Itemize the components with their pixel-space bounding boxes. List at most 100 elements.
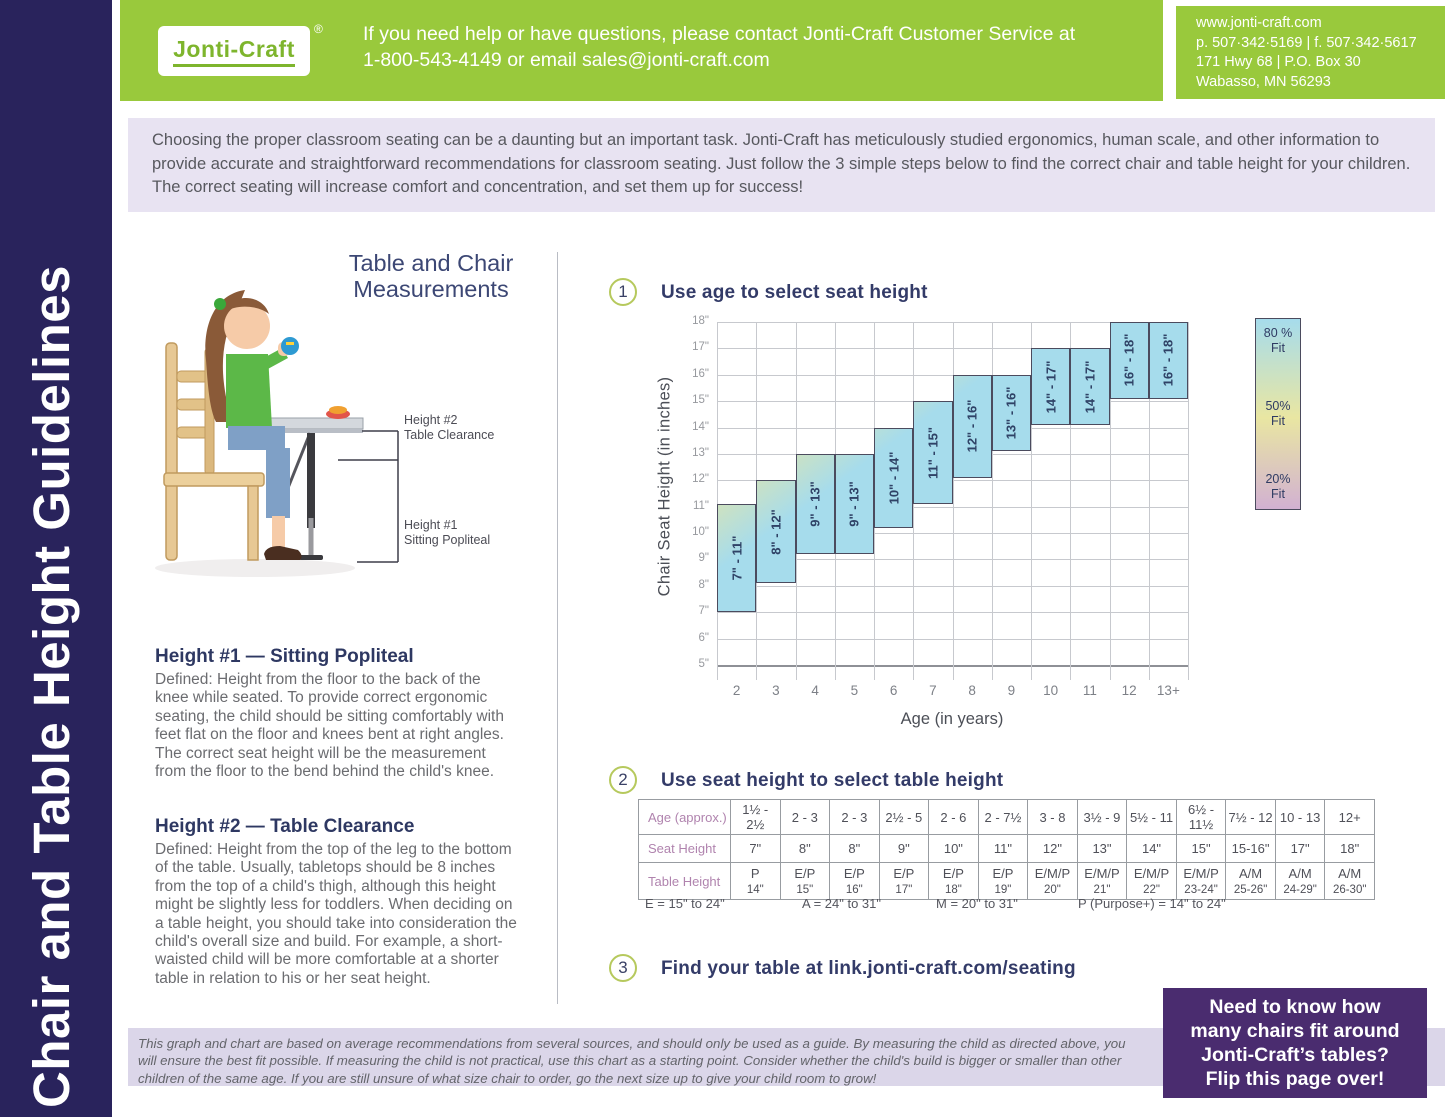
x-tick-label: 4 bbox=[811, 683, 819, 698]
fit-legend: 80 % Fit 50% Fit 20% Fit bbox=[1255, 318, 1301, 510]
legend-item: 80 % Fit bbox=[1263, 326, 1293, 355]
table-cell: 2 - 3 bbox=[779, 799, 831, 835]
row-label: Seat Height bbox=[638, 834, 731, 863]
table-cell: 8" bbox=[829, 834, 880, 863]
help-line-1: If you need help or have questions, plea… bbox=[363, 23, 1076, 45]
table-cell: 5½ - 11 bbox=[1126, 799, 1177, 835]
table-cell: E/M/P 20" bbox=[1027, 862, 1078, 900]
y-tick-label: 10" bbox=[692, 526, 709, 539]
step3-heading: Find your table at link.jonti-craft.com/… bbox=[661, 958, 1076, 979]
y-tick-label: 9" bbox=[698, 552, 709, 565]
gridline bbox=[717, 322, 718, 680]
phone-fax-text: p. 507·342·5169 | f. 507·342·5617 bbox=[1196, 34, 1417, 51]
table-cell: E/P 18" bbox=[928, 862, 979, 900]
footnote: M = 20" to 31" bbox=[936, 896, 1018, 911]
range-label: 12" - 16" bbox=[964, 399, 980, 453]
table-cell: 18" bbox=[1324, 834, 1375, 863]
table-cell: 1½ - 2½ bbox=[730, 799, 781, 835]
range-label: 16" - 18" bbox=[1121, 333, 1137, 387]
address-line-2: Wabasso, MN 56293 bbox=[1196, 73, 1331, 90]
contact-info-box: www.jonti-craft.com p. 507·342·5169 | f.… bbox=[1176, 6, 1445, 99]
gridline bbox=[1148, 322, 1150, 680]
annotation-sitting-popliteal: Height #1 Sitting Popliteal bbox=[404, 518, 491, 547]
table-cell: A/M 25-26" bbox=[1225, 862, 1276, 900]
table-cell: 2 - 7½ bbox=[977, 799, 1029, 835]
table-cell: 12" bbox=[1027, 834, 1078, 863]
table-cell: 10" bbox=[928, 834, 979, 863]
step2-badge: 2 bbox=[609, 766, 637, 794]
column-divider bbox=[557, 252, 558, 1004]
height2-heading: Height #2 — Table Clearance bbox=[155, 816, 415, 837]
range-label: 11" - 15" bbox=[925, 426, 941, 479]
gridline bbox=[1031, 322, 1032, 680]
seat-height-range-age-7: 11" - 15" bbox=[913, 401, 953, 505]
table-cell: 12+ bbox=[1324, 799, 1375, 835]
table-cell: E/M/P 21" bbox=[1076, 862, 1128, 900]
disclaimer-text: This graph and chart are based on averag… bbox=[138, 1036, 1126, 1086]
x-tick-label: 13+ bbox=[1156, 683, 1180, 698]
x-tick-label: 3 bbox=[772, 683, 780, 698]
range-label: 14" - 17" bbox=[1043, 360, 1059, 414]
table-cell: E/P 19" bbox=[977, 862, 1029, 900]
gridline bbox=[1188, 322, 1189, 680]
seat-height-range-age-4: 9" - 13" bbox=[795, 453, 835, 555]
table-cell: A/M 26-30" bbox=[1324, 862, 1375, 900]
table-cell: P 14" bbox=[730, 862, 781, 900]
customer-service-text: If you need help or have questions, plea… bbox=[363, 21, 1075, 73]
table-cell: 2 - 3 bbox=[829, 799, 880, 835]
y-tick-label: 16" bbox=[692, 367, 709, 380]
x-tick-label: 2 bbox=[732, 683, 741, 698]
height1-heading: Height #1 — Sitting Popliteal bbox=[155, 646, 414, 667]
legend-item: 20% Fit bbox=[1265, 472, 1291, 501]
child-at-table-photo bbox=[150, 268, 365, 598]
x-tick-label: 5 bbox=[850, 683, 859, 698]
address-line-1: 171 Hwy 68 | P.O. Box 30 bbox=[1196, 54, 1361, 70]
gridline bbox=[1109, 322, 1111, 680]
x-tick-label: 11 bbox=[1082, 683, 1097, 698]
gridline bbox=[991, 322, 993, 680]
seat-height-range-age-10: 14" - 17" bbox=[1031, 348, 1071, 425]
y-tick-label: 7" bbox=[698, 605, 709, 618]
intro-box: Choosing the proper classroom seating ca… bbox=[128, 118, 1435, 212]
height1-body: Defined: Height from the floor to the ba… bbox=[155, 671, 504, 781]
table-cell: 2½ - 5 bbox=[878, 799, 930, 835]
jonti-craft-logo: Jonti-Craft bbox=[158, 26, 310, 76]
y-tick-label: 15" bbox=[692, 394, 709, 407]
x-tick-label: 8 bbox=[968, 683, 976, 698]
table-cell: E/P 16" bbox=[829, 862, 880, 900]
x-tick-label: 9 bbox=[1007, 683, 1016, 698]
y-tick-label: 18" bbox=[692, 315, 709, 327]
step1-badge: 1 bbox=[609, 278, 637, 306]
y-tick-label: 13" bbox=[692, 446, 709, 459]
table-cell: E/M/P 23-24" bbox=[1175, 862, 1227, 900]
table-cell: 15" bbox=[1175, 834, 1227, 863]
range-label: 7" - 11" bbox=[729, 535, 745, 581]
table-cell: 11" bbox=[977, 834, 1029, 863]
y-tick-label: 11" bbox=[692, 499, 709, 512]
range-label: 10" - 14" bbox=[886, 451, 902, 505]
seat-height-range-age-3: 8" - 12" bbox=[756, 480, 796, 584]
row-label: Age (approx.) bbox=[638, 799, 731, 835]
table-cell: 3½ - 9 bbox=[1076, 799, 1128, 835]
measurements-title: Table and Chair Measurements bbox=[348, 250, 514, 302]
y-tick-label: 17" bbox=[692, 341, 709, 354]
registered-mark: ® bbox=[314, 22, 323, 36]
range-label: 9" - 13" bbox=[807, 481, 823, 527]
row-label: Table Height bbox=[638, 862, 731, 900]
table-cell: 6½ - 11½ bbox=[1175, 799, 1227, 835]
step3-badge: 3 bbox=[609, 954, 637, 982]
seat-height-range-age-9: 13" - 16" bbox=[991, 374, 1031, 452]
table-cell: 9" bbox=[878, 834, 930, 863]
height2-body: Defined: Height from the top of the leg … bbox=[155, 841, 517, 987]
table-cell: 7" bbox=[730, 834, 781, 863]
seat-height-range-age-2: 7" - 11" bbox=[717, 504, 757, 613]
seat-height-range-age-13+: 16" - 18" bbox=[1148, 322, 1188, 399]
x-tick-label: 6 bbox=[889, 683, 898, 698]
footnote: E = 15" to 24" bbox=[645, 896, 725, 911]
table-cell: 7½ - 12 bbox=[1225, 799, 1276, 835]
footnote: P (Purpose+) = 14" to 24" bbox=[1078, 896, 1226, 911]
gridline bbox=[1070, 322, 1072, 680]
logo-text: Jonti-Craft bbox=[173, 36, 295, 67]
